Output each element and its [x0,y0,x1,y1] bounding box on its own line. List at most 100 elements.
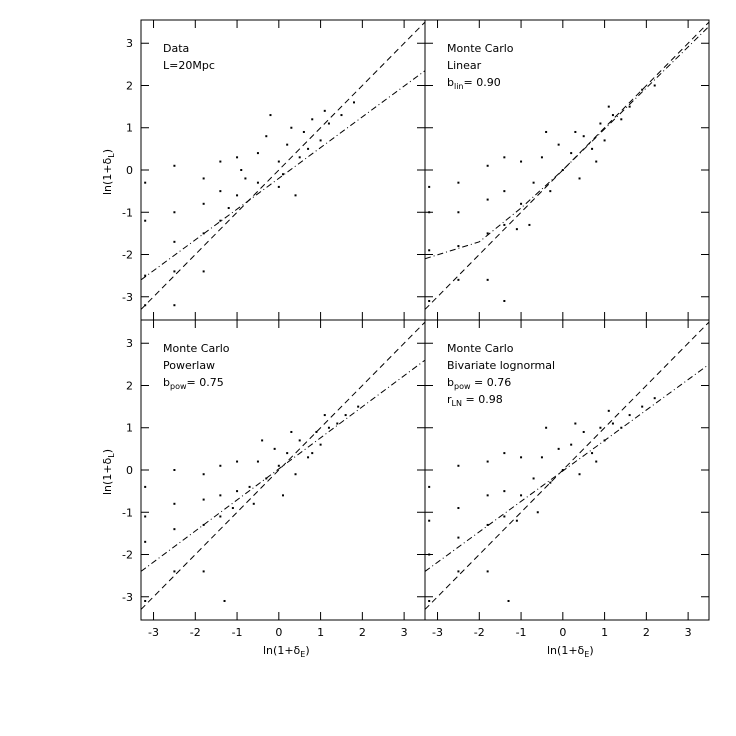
point [428,519,431,522]
y-tick-label: -2 [122,549,133,562]
point [578,473,581,476]
point [173,304,176,307]
point [353,101,355,104]
plot-area [425,321,709,610]
fit-line [141,321,425,610]
point [256,181,259,184]
point [503,490,506,493]
point [344,414,347,417]
point [327,122,330,125]
point [286,452,289,455]
point [282,173,284,176]
panel: -3 -2 -1 0 1 2 3 ln(1+δE) Monte Carlo Bivariate l… [424,319,710,659]
x-tick-label: -2 [190,626,201,639]
x-tick-label: 3 [685,626,692,639]
point [236,460,239,463]
point [144,274,147,277]
point [202,498,205,501]
point [248,485,251,488]
x-axis-label-main: ln(1+δ [547,644,585,657]
point [202,473,205,476]
point [357,405,360,408]
annotation-main: b [447,376,454,389]
annotation-main: Linear [447,59,482,72]
annotation-main: Monte Carlo [447,42,514,55]
annotation: Monte Carlo [447,42,514,55]
x-axis-label-sub: E [584,650,589,659]
point [620,118,623,121]
x-axis-label: ln(1+δE) [547,644,594,659]
annotation-main: b [447,76,454,89]
point [173,211,176,214]
y-tick-label: -3 [122,291,133,304]
point [219,219,222,222]
point [520,494,523,497]
point [540,156,543,159]
annotation-main: L=20Mpc [163,59,215,72]
plot-area [141,321,425,610]
point [173,270,176,273]
annotation: Powerlaw [163,359,215,372]
plot-area [425,21,709,310]
point [653,397,656,400]
x-tick-label: 1 [317,626,324,639]
annotation-sub: pow [170,382,187,391]
x-tick-label: -1 [232,626,243,639]
point [202,202,205,205]
annotation-main: r [447,393,452,406]
point [336,422,339,425]
point [457,570,460,573]
point [173,164,176,167]
point [503,515,506,518]
point [277,185,280,188]
point [486,570,489,573]
point [520,160,523,163]
point [265,135,268,138]
point [520,202,523,205]
point [277,464,280,467]
point [319,139,322,142]
point [486,460,489,463]
y-axis-label-main: ln(1+δ [101,157,114,195]
annotation-main: Data [163,42,189,55]
point [532,477,535,480]
point [244,177,247,180]
x-tick-label: 0 [559,626,566,639]
point [319,443,322,446]
point [298,439,301,442]
point [428,553,431,556]
x-tick-label: 2 [643,626,650,639]
point [261,439,264,442]
point [653,84,656,87]
annotation-rest: = 0.98 [462,393,503,406]
point [282,494,284,497]
point [252,502,255,505]
point [227,207,230,210]
panel: Monte Carlo Linear blin= 0.90 [424,19,710,321]
y-axis-label: ln(1+δL) [101,449,116,495]
point [599,426,602,429]
y-tick-label: -1 [122,506,133,519]
point [311,118,314,121]
x-axis-label: ln(1+δE) [263,644,310,659]
point [457,464,460,467]
point [595,160,598,163]
point [144,599,147,602]
point [219,515,222,518]
point [591,452,594,455]
point [428,185,431,188]
annotation-main: Powerlaw [163,359,215,372]
panel: -3 -2 -1 0 1 2 3-3-2-10123ln(1+δE)ln(1+δL)Mont… [101,319,426,659]
x-tick-label: -2 [474,626,485,639]
annotation: Linear [447,59,482,72]
point [428,211,431,214]
point [219,160,222,163]
point [503,223,506,226]
y-axis-label-sub: L [107,453,116,458]
y-tick-label: 1 [126,122,133,135]
point [173,502,176,505]
y-tick-label: -1 [122,206,133,219]
point [457,536,460,539]
point [323,109,326,112]
